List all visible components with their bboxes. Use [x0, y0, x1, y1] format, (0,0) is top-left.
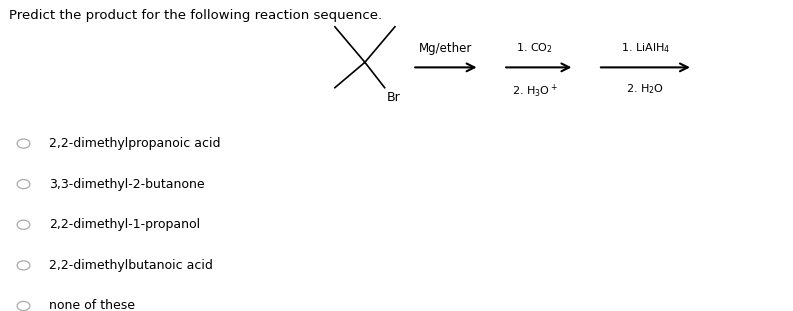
Text: 2. H$_2$O: 2. H$_2$O — [626, 83, 665, 96]
Text: 1. LiAlH$_4$: 1. LiAlH$_4$ — [621, 41, 670, 55]
Text: Predict the product for the following reaction sequence.: Predict the product for the following re… — [10, 9, 382, 22]
Text: 1. CO$_2$: 1. CO$_2$ — [516, 41, 554, 55]
Text: 2. H$_3$O$^+$: 2. H$_3$O$^+$ — [511, 83, 557, 100]
Text: Br: Br — [387, 91, 400, 104]
Text: 2,2-dimethylpropanoic acid: 2,2-dimethylpropanoic acid — [49, 137, 220, 150]
Text: none of these: none of these — [49, 299, 135, 311]
Text: 2,2-dimethyl-1-propanol: 2,2-dimethyl-1-propanol — [49, 218, 200, 231]
Text: 2,2-dimethylbutanoic acid: 2,2-dimethylbutanoic acid — [49, 259, 213, 272]
Text: Mg/ether: Mg/ether — [419, 42, 473, 55]
Text: 3,3-dimethyl-2-butanone: 3,3-dimethyl-2-butanone — [49, 178, 205, 191]
